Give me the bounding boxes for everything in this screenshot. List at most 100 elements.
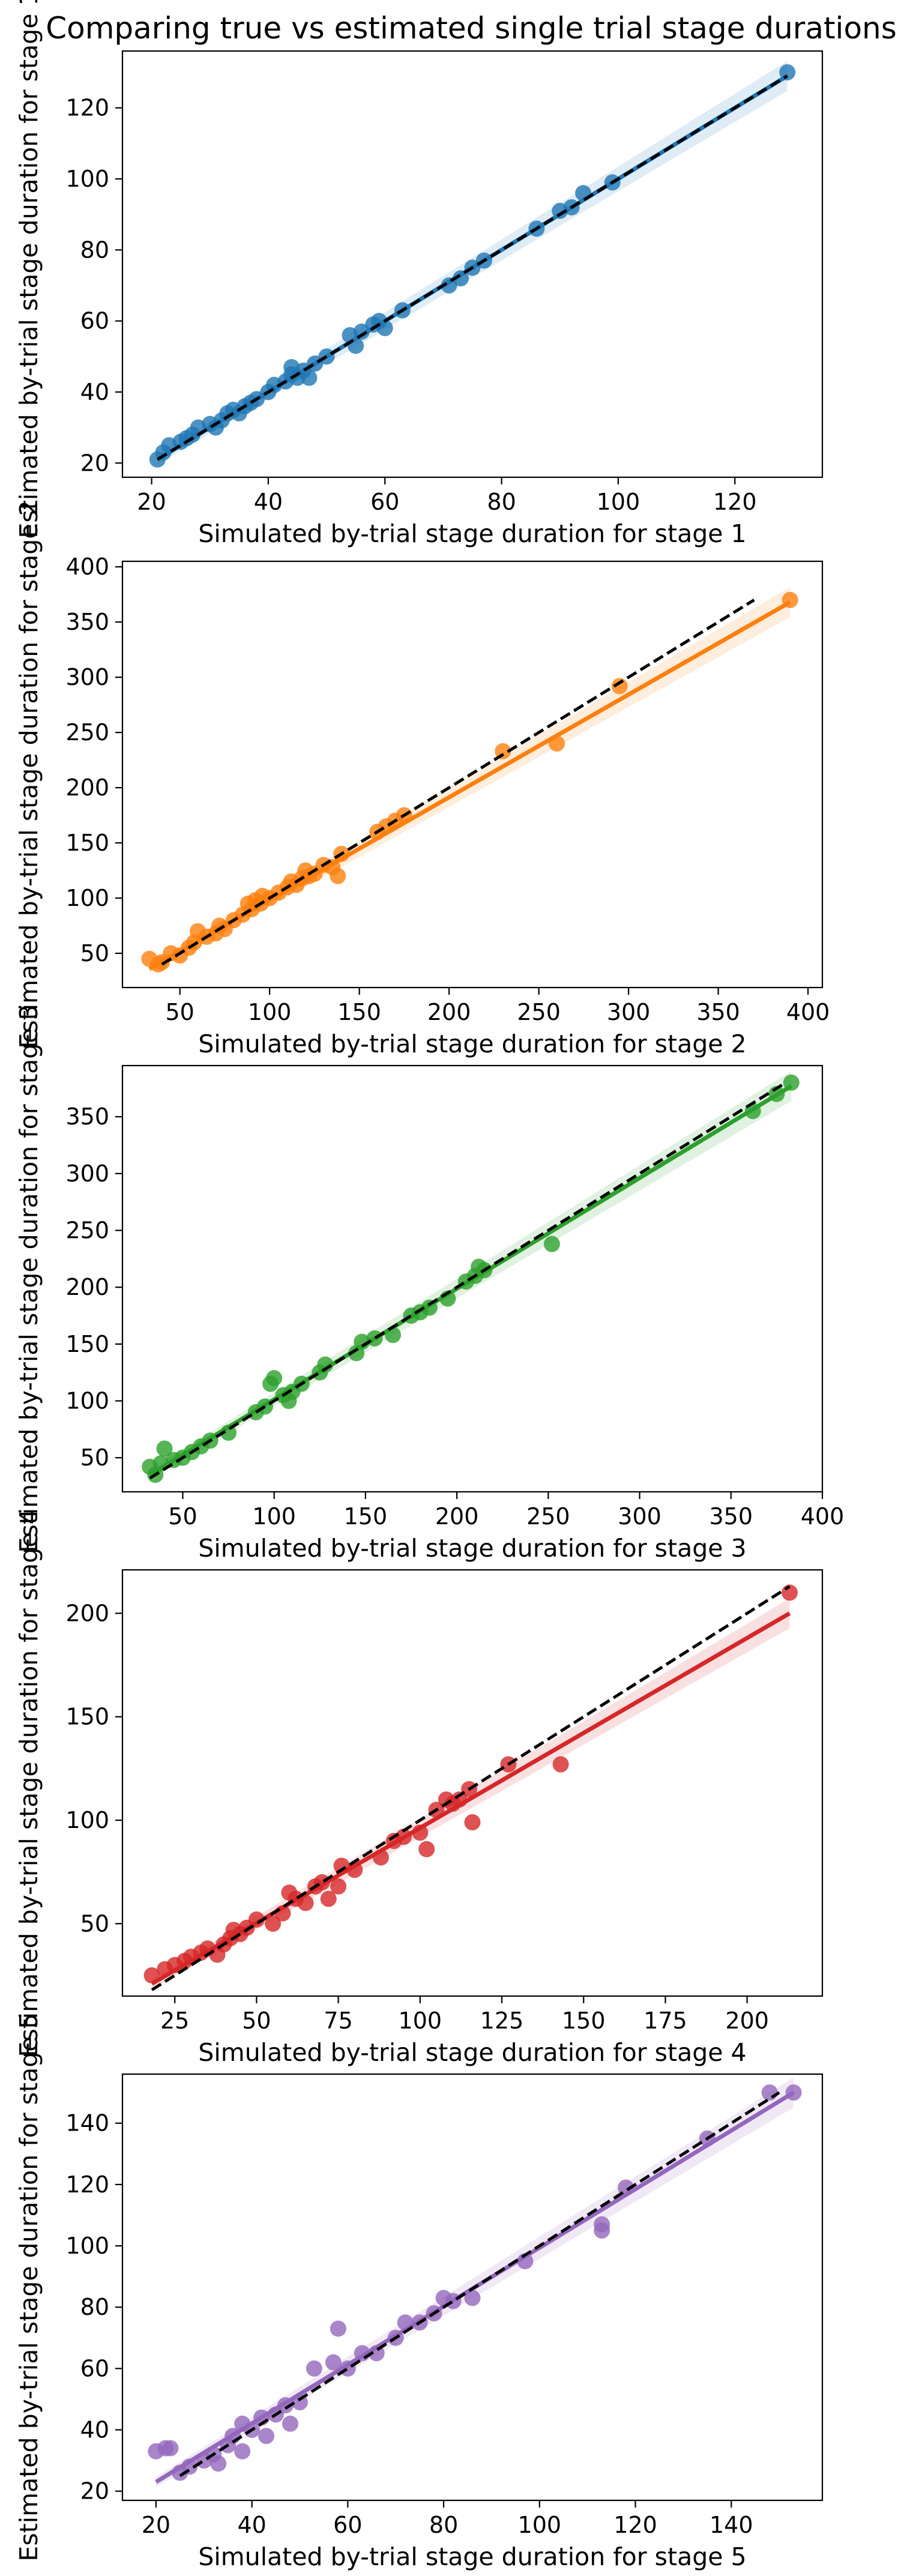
x-tick-label: 100	[518, 2512, 562, 2538]
data-point	[464, 2290, 481, 2306]
figure-title: Comparing true vs estimated single trial…	[46, 11, 897, 46]
plot-area	[141, 587, 798, 974]
data-point	[330, 867, 346, 884]
x-tick-label: 100	[252, 1503, 296, 1530]
x-tick-label: 200	[427, 999, 471, 1025]
data-point	[552, 1756, 569, 1773]
y-tick-label: 350	[65, 609, 109, 635]
y-tick-label: 50	[80, 1444, 109, 1471]
x-tick-label: 120	[613, 2512, 657, 2538]
y-tick-label: 140	[65, 2110, 109, 2137]
y-tick-label: 200	[65, 1274, 109, 1300]
x-tick-label: 40	[237, 2512, 266, 2538]
y-tick-label: 200	[65, 774, 109, 801]
identity-line	[179, 2091, 780, 2478]
y-tick-label: 150	[65, 1704, 109, 1730]
x-tick-label: 350	[696, 999, 740, 1025]
data-point	[306, 2360, 322, 2377]
x-tick-label: 350	[710, 1503, 753, 1530]
x-tick-label: 20	[142, 2512, 170, 2538]
y-tick-label: 100	[65, 166, 109, 192]
y-axis-label: Estimated by-trial stage duration for st…	[14, 500, 43, 1048]
axes-frame	[121, 1064, 824, 1493]
data-point	[330, 1878, 347, 1895]
y-tick-label: 60	[80, 308, 109, 334]
chart-panel-stage-4: 25 50 75 100 125 150 175 200 50 100 150 200 Simulate…	[14, 1509, 824, 2067]
x-axis-label: Simulated by-trial stage duration for st…	[198, 1534, 746, 1563]
y-tick-label: 250	[65, 1217, 109, 1244]
x-tick-label: 125	[480, 2007, 524, 2034]
y-tick-label: 20	[80, 2478, 109, 2505]
x-tick-label: 150	[562, 2007, 606, 2034]
x-tick-label: 400	[786, 999, 830, 1025]
x-tick-label: 60	[333, 2512, 362, 2538]
y-tick-label: 150	[65, 1331, 109, 1357]
axes-frame	[121, 50, 824, 478]
y-tick-label: 100	[65, 885, 109, 911]
y-tick-label: 300	[65, 664, 109, 690]
identity-line	[161, 599, 755, 966]
data-point	[301, 369, 318, 386]
data-point	[282, 2415, 299, 2432]
x-tick-label: 150	[337, 999, 381, 1025]
y-tick-label: 60	[80, 2355, 109, 2381]
plot-area	[143, 1584, 798, 1991]
y-tick-label: 40	[80, 379, 109, 405]
x-axis-label: Simulated by-trial stage duration for st…	[198, 2542, 746, 2571]
x-tick-label: 100	[399, 2007, 442, 2034]
x-tick-label: 25	[160, 2007, 189, 2034]
x-tick-label: 250	[526, 1503, 570, 1530]
chart-panel-stage-3: 50 100 150 200 250 300 350 400 50 100 150 200 250 300…	[14, 1004, 844, 1563]
y-tick-label: 100	[65, 2233, 109, 2259]
plot-area	[148, 2077, 802, 2487]
data-point	[761, 2084, 778, 2101]
y-axis-label: Estimated by-trial stage duration for st…	[14, 2013, 43, 2561]
x-tick-label: 80	[429, 2512, 458, 2538]
plot-area	[142, 1071, 800, 1483]
x-tick-label: 200	[725, 2007, 769, 2034]
y-tick-label: 350	[65, 1103, 109, 1130]
y-tick-label: 20	[80, 450, 109, 476]
x-tick-label: 200	[435, 1503, 479, 1530]
x-tick-label: 150	[344, 1503, 388, 1530]
y-tick-label: 300	[65, 1160, 109, 1187]
x-tick-label: 120	[713, 489, 757, 515]
identity-line	[151, 1585, 791, 1991]
x-tick-label: 60	[370, 489, 399, 515]
y-tick-label: 40	[80, 2417, 109, 2443]
y-axis-label: Estimated by-trial stage duration for st…	[14, 0, 43, 538]
x-tick-label: 100	[597, 489, 640, 515]
data-point	[330, 2320, 346, 2337]
data-point	[265, 1915, 282, 1932]
x-tick-label: 75	[324, 2007, 352, 2034]
y-tick-label: 250	[65, 719, 109, 746]
axes-frame	[121, 2073, 824, 2502]
plot-area	[149, 61, 796, 468]
x-tick-label: 400	[801, 1503, 845, 1530]
data-point	[162, 2440, 179, 2457]
y-tick-label: 100	[65, 1388, 109, 1414]
data-point	[210, 2455, 227, 2472]
x-tick-label: 175	[643, 2007, 687, 2034]
x-tick-label: 50	[168, 1503, 197, 1530]
axes-frame	[121, 1569, 824, 1997]
x-tick-label: 50	[242, 2007, 271, 2034]
x-axis-label: Simulated by-trial stage duration for st…	[198, 2038, 746, 2067]
data-point	[418, 1841, 435, 1857]
chart-panel-stage-1: 20 40 60 80 100 120 20 40 60 80 100 120 Simulated by…	[14, 0, 824, 548]
y-tick-label: 80	[80, 2294, 109, 2320]
x-tick-label: 40	[254, 489, 283, 515]
data-point	[156, 1440, 173, 1457]
x-tick-label: 50	[165, 999, 194, 1025]
x-tick-label: 80	[487, 489, 516, 515]
data-point	[258, 2428, 275, 2445]
x-axis-label: Simulated by-trial stage duration for st…	[198, 519, 746, 548]
data-point	[234, 2443, 251, 2460]
y-tick-label: 50	[80, 1910, 109, 1937]
y-tick-label: 80	[80, 237, 109, 263]
data-point	[320, 1890, 337, 1907]
chart-panel-stage-2: 50 100 150 200 250 300 350 400 50 100 150 200 250 300…	[14, 500, 830, 1058]
chart-panel-stage-5: 20 40 60 80 100 120 140 20 40 60 80 100 120 140 Simula…	[14, 2013, 824, 2571]
y-tick-label: 50	[80, 940, 109, 967]
data-point	[543, 1235, 560, 1252]
